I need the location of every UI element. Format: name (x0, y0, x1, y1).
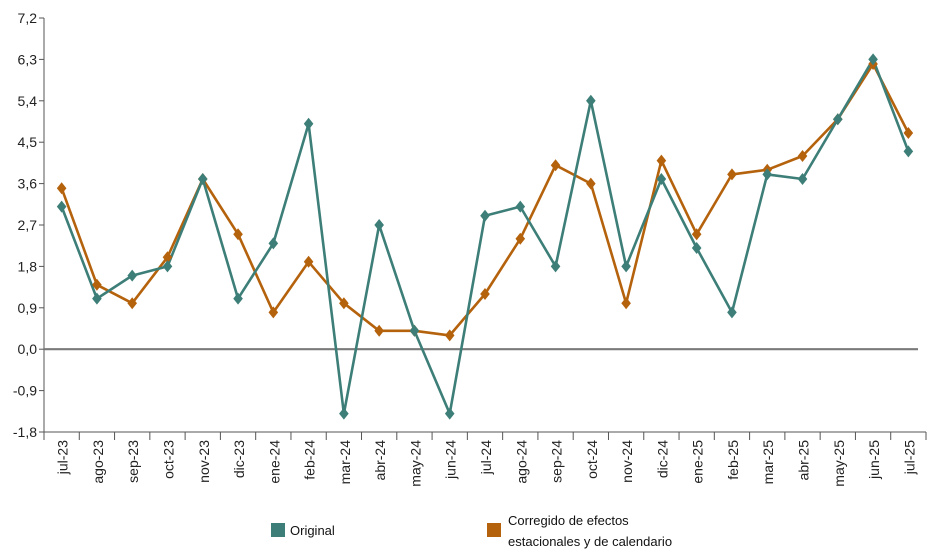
x-tick-label: dic-23 (231, 440, 247, 478)
data-point-corregido (727, 168, 737, 181)
x-tick-label: mar-25 (760, 440, 776, 485)
x-tick-label: jul-25 (901, 440, 917, 475)
data-point-corregido (56, 182, 67, 195)
legend: Original Corregido de efectos estacional… (271, 513, 672, 549)
data-point-original (868, 53, 878, 66)
x-tick-label: ene-24 (266, 440, 282, 484)
data-point-original (727, 306, 737, 319)
data-point-original (480, 209, 490, 222)
data-point-corregido (162, 251, 173, 264)
data-point-original (515, 200, 526, 213)
x-tick-label: sep-24 (549, 440, 565, 483)
data-point-original (550, 260, 561, 273)
data-point-original (92, 292, 102, 305)
y-tick-labels: 7,2 6,3 5,4 4,5 3,6 2,7 1,8 0,9 0,0 -0,9 -1,8 (13, 10, 37, 440)
x-tick-labels: jul-23 ago-23 sep-23 oct-23 nov-23 dic-23 ene-… (55, 440, 918, 487)
data-point-original (444, 407, 455, 420)
x-tick-label: mar-24 (337, 440, 353, 485)
x-tick-label: feb-25 (725, 440, 741, 480)
x-tick-label: may-25 (831, 440, 847, 487)
y-tick-label: 6,3 (18, 51, 38, 67)
legend-label-original: Original (290, 523, 335, 538)
legend-label-corregido-line2: estacionales y de calendario (508, 534, 672, 549)
x-tick-label: nov-23 (196, 440, 212, 483)
data-point-original (127, 269, 137, 282)
y-tick-label: 0,9 (18, 300, 38, 316)
x-tick-label: may-24 (407, 440, 423, 487)
data-point-corregido (339, 297, 349, 310)
data-point-original (797, 173, 808, 185)
x-tick-label: feb-24 (302, 440, 318, 480)
data-point-original (656, 173, 667, 185)
x-tick-label: jun-25 (866, 440, 882, 480)
data-point-original (268, 237, 279, 250)
y-tick-label: 7,2 (18, 10, 38, 26)
legend-label-corregido-line1: Corregido de efectos (508, 513, 629, 528)
data-point-original (621, 260, 631, 273)
x-tick-label: nov-24 (619, 440, 635, 483)
x-tick-label: ago-24 (513, 440, 529, 484)
data-point-original (762, 168, 773, 181)
data-point-original (833, 113, 843, 126)
x-tick-label: ago-23 (90, 440, 106, 484)
y-tick-label: -0,9 (13, 383, 37, 399)
legend-swatch-corregido (487, 523, 501, 537)
y-tick-label: 1,8 (18, 258, 38, 274)
data-point-corregido (515, 232, 526, 245)
legend-swatch-original (271, 523, 285, 537)
data-point-corregido (303, 255, 314, 268)
data-point-corregido (480, 288, 490, 300)
data-point-corregido (233, 228, 243, 241)
data-point-corregido (127, 297, 137, 310)
data-point-original (374, 219, 384, 231)
data-point-corregido (92, 278, 102, 291)
data-point-corregido (586, 177, 596, 190)
x-tick-label: jul-23 (55, 440, 71, 475)
data-point-corregido (797, 150, 808, 162)
data-point-original (56, 200, 67, 213)
data-point-original (303, 117, 314, 130)
x-tick-label: abr-24 (372, 440, 388, 481)
data-point-original (586, 94, 596, 107)
data-point-corregido (444, 329, 455, 342)
data-point-original (339, 407, 349, 420)
y-tick-label: 4,5 (18, 134, 38, 150)
data-point-corregido (621, 297, 631, 310)
x-tick-label: sep-23 (125, 440, 141, 483)
data-point-corregido (268, 306, 279, 319)
data-point-original (197, 173, 208, 185)
data-point-original (903, 145, 914, 158)
y-tick-label: 0,0 (18, 341, 38, 357)
x-tick-label: ene-25 (690, 440, 706, 484)
x-tick-label: jul-24 (478, 440, 494, 475)
data-point-original (233, 292, 243, 305)
data-point-corregido (374, 324, 384, 337)
y-tick-label: -1,8 (13, 424, 37, 440)
x-tick-label: oct-24 (584, 440, 600, 479)
y-tick-label: 5,4 (18, 93, 38, 109)
data-point-corregido (656, 154, 667, 167)
x-tick-label: oct-23 (160, 440, 176, 479)
data-point-original (691, 242, 702, 254)
data-point-original (162, 260, 173, 273)
y-tick-label: 3,6 (18, 176, 38, 192)
data-point-original (409, 324, 420, 337)
x-tick-label: jun-24 (443, 440, 459, 480)
y-tick-label: 2,7 (18, 217, 38, 233)
series-group (56, 53, 914, 420)
data-point-corregido (691, 228, 702, 241)
series-line-original (60, 58, 910, 415)
x-tick-label: dic-24 (654, 440, 670, 478)
data-point-corregido (903, 127, 914, 139)
x-tick-label: abr-25 (796, 440, 812, 481)
axes (39, 17, 927, 440)
data-point-corregido (550, 159, 561, 172)
